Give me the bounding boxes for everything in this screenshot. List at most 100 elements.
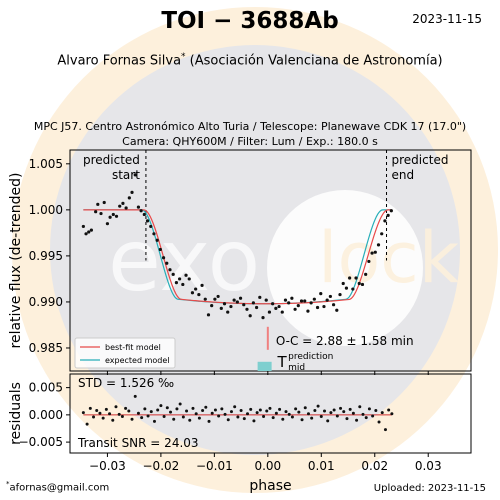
residual-point: [335, 414, 339, 418]
data-point: [280, 310, 284, 314]
data-point: [124, 206, 128, 210]
residual-point: [306, 412, 310, 416]
residual-point: [351, 411, 355, 415]
prediction-mid-sup: prediction: [288, 352, 333, 362]
residual-point: [146, 414, 150, 418]
data-point: [121, 201, 125, 206]
residual-point: [319, 414, 323, 418]
data-point: [232, 298, 236, 302]
data-point: [165, 261, 169, 265]
residuals-panel: −0.005 0.000 0.005 −0.03 −0.02 −0.01 0.00 0.01 0…: [8, 373, 472, 494]
residual-point: [229, 410, 233, 414]
res-y-tick-label: 0.005: [29, 381, 63, 395]
residual-point: [136, 411, 140, 415]
data-point: [299, 299, 304, 303]
observation-date: 2023-11-15: [412, 12, 482, 26]
data-point: [341, 281, 345, 286]
data-point: [194, 287, 198, 291]
data-point: [226, 310, 230, 314]
observatory-info: MPC J57. Centro Astronómico Alto Turia /…: [33, 120, 467, 133]
residual-point: [377, 420, 381, 424]
data-point: [267, 310, 272, 314]
residual-point: [323, 409, 327, 413]
y-tick-label: 0.995: [29, 249, 63, 263]
data-point: [142, 212, 146, 217]
residual-point: [85, 422, 89, 426]
residual-point: [329, 411, 333, 415]
residual-point: [252, 419, 256, 423]
residual-point: [111, 418, 115, 422]
data-point: [322, 304, 326, 309]
residual-point: [268, 406, 272, 410]
data-point: [111, 212, 115, 217]
residual-point: [339, 406, 343, 410]
data-point: [155, 238, 159, 242]
data-point: [254, 305, 259, 310]
residual-point: [313, 409, 317, 413]
residual-point: [130, 417, 134, 421]
data-point: [380, 232, 384, 236]
residual-point: [303, 406, 307, 410]
data-point: [114, 214, 119, 218]
residual-point: [348, 407, 352, 411]
residual-point: [175, 407, 179, 411]
residual-point: [124, 406, 128, 410]
residual-point: [108, 412, 112, 416]
residual-point: [191, 406, 195, 410]
residual-point: [188, 418, 192, 422]
residual-point: [127, 409, 131, 413]
residual-point: [255, 411, 259, 415]
data-point: [251, 301, 255, 305]
data-point: [344, 286, 349, 290]
predicted-end-label-1: predicted: [392, 153, 449, 167]
data-point: [168, 268, 172, 272]
residual-point: [114, 405, 118, 409]
x-tick-label: 0.01: [308, 459, 335, 473]
x-tick-label: −0.03: [89, 459, 126, 473]
data-point: [152, 232, 156, 236]
residual-point: [165, 406, 169, 410]
y-axis-label: relative flux (de-trended): [8, 173, 24, 349]
data-point: [133, 173, 137, 177]
data-point: [136, 205, 141, 209]
residual-point: [197, 416, 201, 420]
snr-label: Transit SNR = 24.03: [77, 436, 199, 450]
data-point: [216, 294, 220, 299]
data-point: [264, 298, 268, 302]
residual-point: [194, 412, 198, 416]
email-footnote-mark: *: [6, 480, 10, 488]
data-point: [357, 281, 361, 286]
residual-point: [178, 402, 182, 406]
x-axis-label: phase: [249, 478, 291, 494]
residual-point: [181, 415, 185, 419]
residual-point: [262, 414, 266, 418]
residual-point: [316, 404, 320, 408]
residual-point: [101, 416, 105, 420]
data-point: [200, 283, 204, 287]
data-point: [258, 295, 262, 299]
predicted-start-label-2: start: [112, 168, 140, 182]
data-point: [213, 297, 217, 301]
residual-point: [249, 407, 253, 411]
residual-point: [274, 411, 278, 415]
author-footnote-mark: *: [181, 52, 186, 62]
residual-point: [258, 408, 262, 412]
data-point: [261, 315, 265, 320]
data-point: [174, 281, 178, 285]
residual-point: [210, 411, 214, 415]
data-point: [145, 219, 150, 223]
data-point: [331, 303, 336, 307]
residual-point: [185, 409, 189, 413]
data-point: [99, 211, 103, 216]
predicted-start-label-1: predicted: [83, 153, 140, 167]
residual-point: [95, 409, 99, 413]
residual-point: [367, 407, 371, 411]
residual-point: [143, 407, 147, 411]
y-tick-label: 1.005: [29, 157, 63, 171]
residual-point: [246, 412, 250, 416]
watermark-text-right: lock: [318, 217, 460, 299]
data-point: [389, 209, 393, 213]
legend-label-best-fit: best-fit model: [105, 343, 161, 352]
data-point: [190, 291, 195, 295]
